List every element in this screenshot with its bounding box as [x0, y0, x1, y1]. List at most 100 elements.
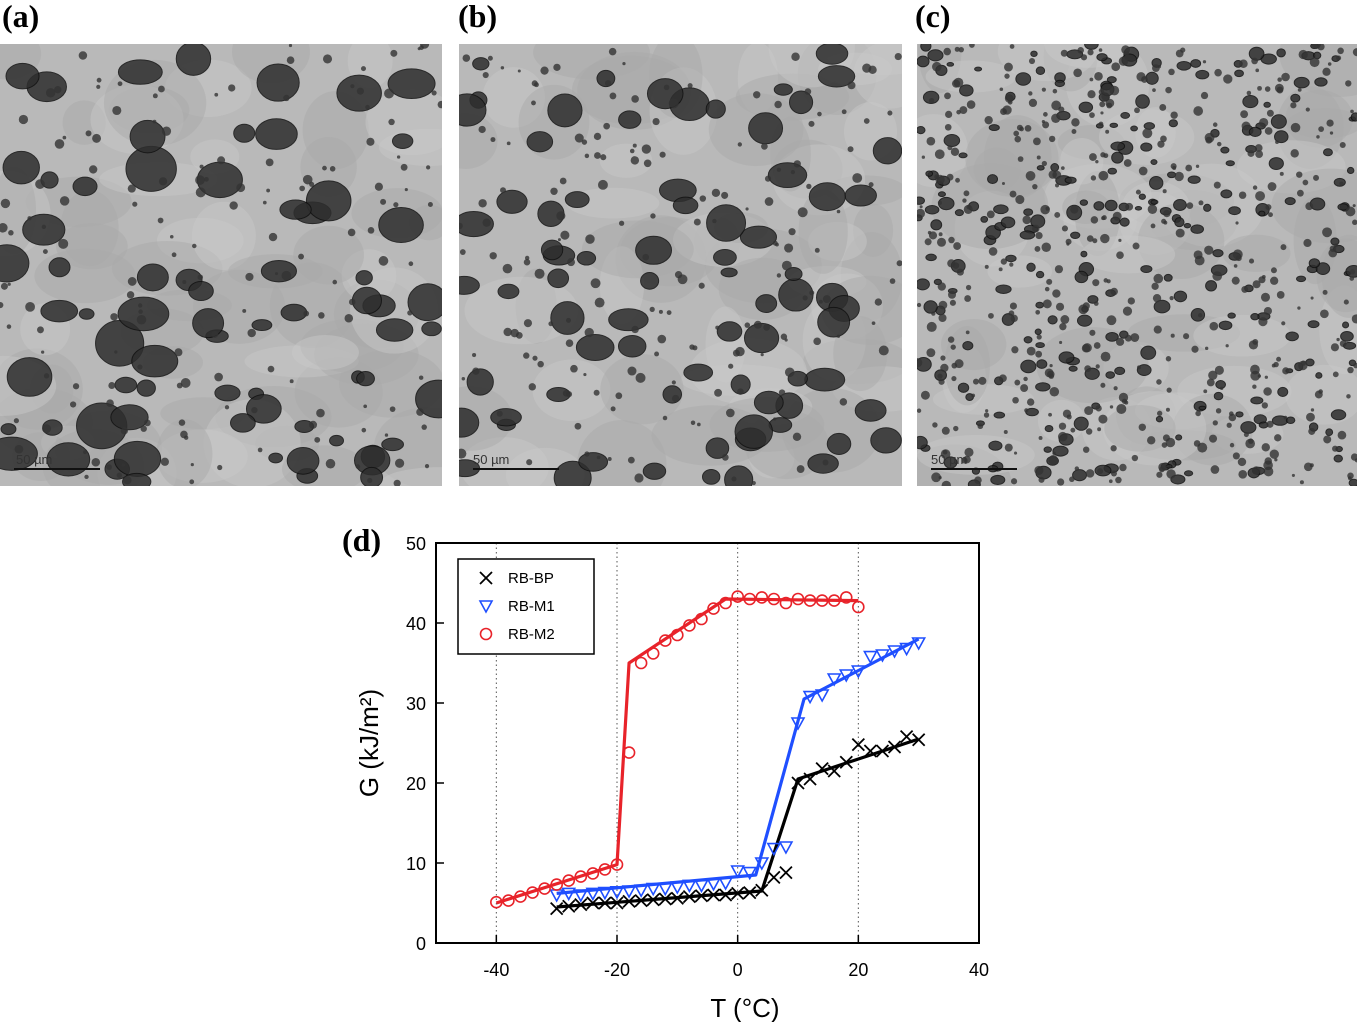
micrograph-particle — [1161, 442, 1168, 448]
micrograph-particle — [1276, 290, 1285, 299]
micrograph-particle — [116, 472, 123, 478]
micrograph-particle — [1146, 436, 1156, 445]
data-point-rb-m1 — [621, 885, 637, 899]
micrograph-matrix-patch — [1222, 234, 1291, 273]
micrograph-particle — [356, 371, 375, 387]
micrograph-particle — [1101, 92, 1110, 101]
micrograph-particle — [791, 52, 800, 61]
micrograph-particle — [1298, 49, 1308, 60]
micrograph-particle — [1150, 199, 1159, 205]
micrograph-particle — [1049, 386, 1060, 397]
micrograph-particle — [48, 257, 71, 278]
micrograph-particle — [1345, 80, 1352, 87]
micrograph-particle — [962, 198, 967, 203]
micrograph-particle — [964, 295, 972, 302]
micrograph-particle — [1337, 47, 1344, 55]
micrograph-particle — [45, 88, 56, 98]
micrograph-particle — [1100, 152, 1106, 158]
micrograph-particle — [1204, 346, 1209, 351]
micrograph-particle — [1105, 129, 1110, 134]
micrograph-particle — [1198, 405, 1207, 411]
micrograph-particle — [1346, 394, 1351, 399]
micrograph-matrix-patch — [925, 60, 1017, 93]
micrograph-particle — [482, 71, 489, 79]
micrograph-particle — [1078, 304, 1089, 315]
data-point-rb-m1 — [742, 866, 758, 881]
micrograph-particle — [1087, 90, 1096, 99]
micrograph-particle — [1305, 202, 1314, 211]
micrograph-particle — [712, 218, 717, 224]
micrograph-particle — [1043, 446, 1052, 453]
micrograph-particle — [1268, 212, 1273, 218]
micrograph-particle — [1100, 233, 1110, 244]
micrograph-particle — [472, 367, 480, 375]
data-point-rb-m1 — [875, 649, 890, 663]
micrograph-particle — [228, 84, 236, 92]
micrograph-particle — [1337, 430, 1347, 440]
micrograph-particle — [594, 297, 605, 308]
micrograph-particle — [965, 330, 970, 335]
micrograph-particle — [1352, 204, 1356, 208]
micrograph-particle — [615, 392, 623, 400]
data-point-rb-m1 — [790, 717, 806, 731]
micrograph-particle — [286, 446, 320, 475]
micrograph-particle — [1283, 415, 1288, 420]
micrograph-particle — [255, 118, 298, 150]
micrograph-particle — [1116, 251, 1124, 259]
data-point-rb-m2 — [598, 863, 612, 876]
micrograph-particle — [923, 300, 938, 314]
micrograph-particle — [1186, 202, 1194, 209]
micrograph-particle — [1033, 137, 1041, 146]
micrograph-particle — [426, 165, 431, 170]
micrograph-particle — [946, 173, 954, 181]
micrograph-particle — [1185, 164, 1193, 172]
micrograph-particle — [630, 156, 640, 165]
micrograph-particle — [1104, 199, 1118, 212]
micrograph-particle — [1108, 479, 1113, 484]
data-point-rb-m2 — [562, 874, 576, 887]
micrograph-particle — [1205, 136, 1213, 144]
micrograph-matrix-patch — [932, 384, 1035, 415]
micrograph-particle — [1330, 343, 1339, 352]
micrograph-particle — [482, 218, 491, 227]
micrograph-particle — [993, 204, 1009, 215]
micrograph-particle — [1153, 325, 1162, 334]
micrograph-particle — [745, 207, 749, 211]
micrograph-particle — [732, 349, 740, 357]
micrograph-particle — [1260, 292, 1271, 302]
micrograph-particle — [1036, 334, 1042, 340]
micrograph-particle — [1296, 171, 1303, 178]
micrograph-particle — [955, 177, 960, 183]
micrograph-particle — [1274, 130, 1289, 144]
micrograph-particle — [980, 215, 989, 223]
micrograph-matrix-patch — [1149, 190, 1238, 251]
micrograph-particle — [1166, 387, 1172, 393]
data-point-rb-bp — [658, 892, 672, 906]
micrograph-particle — [1009, 262, 1014, 267]
micrograph-matrix-patch — [459, 386, 513, 451]
micrograph-particle — [1290, 122, 1301, 133]
micrograph-particle — [1252, 384, 1257, 389]
micrograph-particle — [136, 379, 156, 397]
micrograph-particle — [925, 170, 934, 177]
micrograph-particle — [22, 213, 66, 246]
micrograph-particle — [652, 118, 660, 126]
micrograph-particle — [367, 227, 375, 234]
micrograph-particle — [1299, 480, 1304, 485]
micrograph-particle — [1259, 117, 1269, 128]
micrograph-particle — [1060, 49, 1068, 57]
micrograph-particle — [1136, 365, 1142, 370]
micrograph-particle — [1234, 69, 1244, 78]
micrograph-particle — [1058, 351, 1075, 364]
data-point-rb-m1 — [706, 877, 721, 892]
micrograph-particle — [355, 270, 373, 286]
micrograph-particle — [1055, 183, 1060, 188]
micrograph-particle — [1100, 351, 1111, 362]
micrograph-matrix-patch — [464, 276, 579, 345]
micrograph-particle — [632, 143, 637, 148]
micrograph-particle — [1163, 273, 1173, 282]
micrograph-particle — [1235, 255, 1242, 262]
micrograph-particle — [195, 175, 205, 185]
micrograph-particle — [927, 49, 944, 62]
data-point-rb-m2 — [755, 591, 769, 604]
